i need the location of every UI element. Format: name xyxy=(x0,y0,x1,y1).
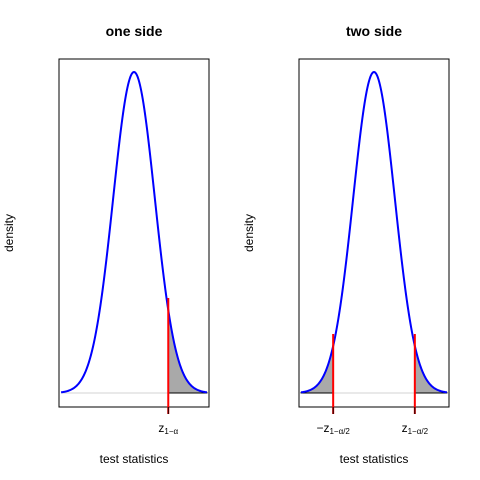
y-axis-label: density xyxy=(2,214,16,252)
density-curve xyxy=(60,70,208,394)
panel-two-side: two side −z1−α/2 z1−α/2 test statistics d… xyxy=(242,23,450,466)
panel-one-side: one side z1−α test statistics density xyxy=(2,23,210,466)
plot-area: −z1−α/2 z1−α/2 xyxy=(300,70,448,436)
plot-frame xyxy=(58,58,210,408)
plot-area: z1−α xyxy=(60,70,208,436)
y-axis-label: density xyxy=(242,214,256,252)
chart-title: one side xyxy=(106,23,163,39)
density-curve xyxy=(300,70,448,394)
critical-value-label: z1−α xyxy=(158,421,178,436)
x-axis-label: test statistics xyxy=(100,452,169,466)
x-axis-label: test statistics xyxy=(340,452,409,466)
critical-value-label: z1−α/2 xyxy=(402,421,429,436)
plot-frame xyxy=(298,58,450,408)
chart-title: two side xyxy=(346,23,402,39)
critical-value-label: −z1−α/2 xyxy=(316,421,350,436)
